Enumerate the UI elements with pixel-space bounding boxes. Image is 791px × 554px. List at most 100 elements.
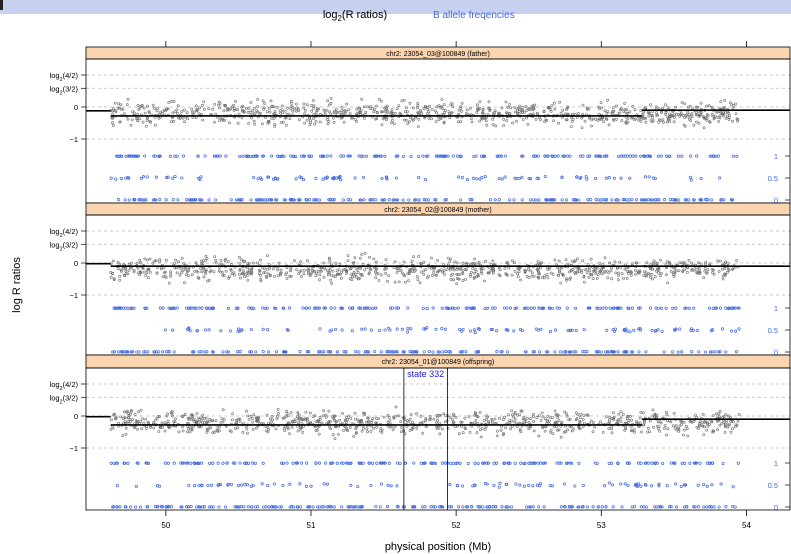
logr-point: [610, 277, 614, 281]
logr-point: [416, 278, 420, 282]
baf-point: [451, 461, 455, 465]
baf-point: [662, 350, 666, 354]
logr-point: [383, 266, 387, 270]
baf-point: [231, 461, 235, 465]
logr-point: [418, 281, 422, 285]
baf-point: [578, 154, 583, 158]
logr-point: [456, 273, 460, 277]
panel-border: [85, 214, 791, 356]
baf-point: [569, 505, 573, 509]
logr-point: [235, 418, 239, 422]
logr-point: [417, 112, 420, 116]
logr-point: [367, 272, 371, 276]
baf-point: [458, 154, 462, 158]
logr-point: [491, 259, 495, 263]
baf-point: [555, 461, 559, 465]
y-axis-label: log R ratios: [11, 257, 23, 313]
baf-point: [419, 461, 423, 465]
logr-point: [465, 261, 469, 265]
logr-point: [646, 111, 650, 114]
logr-point: [513, 270, 517, 273]
logr-point: [266, 272, 270, 276]
baf-point: [733, 306, 737, 310]
logr-point: [503, 266, 507, 270]
baf-point: [674, 306, 678, 310]
baf-point: [285, 461, 289, 465]
baf-point: [360, 327, 364, 331]
logr-point: [117, 421, 121, 425]
baf-point: [646, 197, 650, 202]
baf-point: [528, 505, 532, 509]
baf-point: [208, 461, 212, 465]
logr-point: [408, 417, 412, 421]
logr-point: [665, 273, 668, 277]
baf-point: [140, 198, 144, 202]
baf-point: [461, 327, 465, 331]
logr-point: [209, 426, 213, 430]
logr-point: [694, 413, 697, 417]
baf-point: [494, 505, 498, 509]
logr-point: [295, 268, 299, 272]
logr-point: [139, 271, 143, 275]
baf-point: [638, 326, 642, 330]
y-tick-label: log2(3/2): [50, 393, 79, 405]
baf-point: [456, 154, 460, 158]
logr-point: [410, 259, 414, 263]
baf-point: [123, 198, 127, 202]
logr-point: [387, 416, 391, 419]
logr-point: [656, 420, 660, 424]
logr-point: [337, 268, 341, 272]
baf-point: [236, 329, 240, 333]
logr-point: [493, 110, 497, 114]
baf-point: [188, 329, 192, 333]
baf-point: [364, 154, 368, 158]
logr-point: [135, 261, 139, 265]
baf-point: [631, 154, 635, 158]
logr-point: [402, 260, 406, 264]
logr-point: [252, 119, 256, 123]
logr-point: [718, 114, 722, 118]
baf-point: [304, 306, 308, 310]
baf-point: [695, 328, 699, 333]
baf-point: [630, 505, 634, 509]
baf-point: [266, 328, 270, 332]
logr-point: [311, 99, 315, 102]
logr-point: [633, 430, 637, 434]
logr-point: [391, 428, 395, 432]
baf-point: [551, 154, 555, 158]
baf-point: [217, 505, 221, 509]
baf-point: [497, 485, 501, 489]
logr-point: [712, 117, 716, 121]
logr-point: [557, 121, 561, 125]
logr-point: [520, 409, 524, 413]
baf-point: [314, 306, 318, 310]
baf-point: [316, 505, 320, 509]
logr-point: [506, 261, 510, 265]
baf-point: [375, 154, 379, 158]
logr-point: [659, 258, 663, 262]
baf-point: [657, 484, 661, 488]
logr-point: [480, 426, 484, 430]
logr-point: [574, 272, 577, 276]
baf-point: [211, 306, 216, 310]
logr-point: [567, 418, 571, 422]
baf-point: [707, 306, 712, 310]
logr-point: [319, 269, 323, 273]
baf-point: [156, 505, 160, 509]
panel-title: chr2: 23054_01@100849 (offspring): [382, 359, 494, 366]
logr-point: [487, 106, 490, 110]
baf-point: [200, 306, 204, 310]
logr-point: [684, 424, 688, 428]
logr-point: [682, 420, 686, 424]
logr-point: [356, 270, 360, 274]
baf-point: [157, 154, 161, 158]
baf-point: [619, 482, 623, 486]
baf-point: [329, 505, 333, 509]
baf-point: [339, 306, 343, 310]
baf-point: [604, 154, 608, 158]
baf-point: [717, 505, 721, 509]
baf-point: [301, 178, 305, 182]
baf-point: [605, 350, 610, 354]
logr-point: [329, 112, 333, 116]
logr-point: [350, 116, 354, 120]
